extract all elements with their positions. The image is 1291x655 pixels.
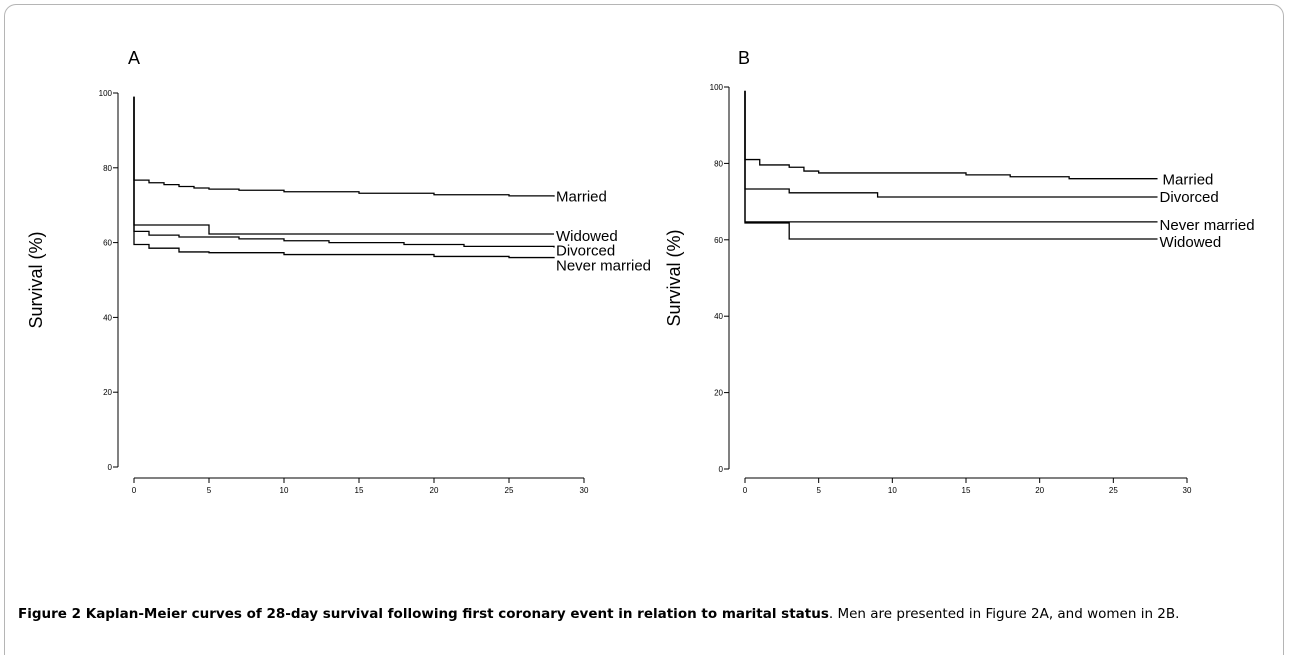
y-tick-label: 40 [103,313,112,322]
x-tick-label: 0 [743,486,748,495]
panel-label: B [738,48,750,68]
survival-curve [133,96,555,248]
x-tick-label: 25 [505,486,514,495]
x-tick-label: 5 [207,486,212,495]
y-tick-label: 80 [103,164,112,173]
y-tick-label: 100 [99,89,113,98]
x-tick-label: 5 [816,486,821,495]
curve-label: Divorced [1160,189,1219,206]
x-tick-label: 25 [1109,486,1118,495]
panel-label: A [128,48,140,68]
curve-label: Divorced [556,242,615,259]
survival-curve [744,90,1158,198]
y-axis-title: Survival (%) [26,231,46,328]
survival-curve [133,96,555,259]
x-tick-label: 20 [1035,486,1044,495]
figure: A020406080100051015202530Follow-up (days… [26,48,1255,495]
curve-label: Never married [556,257,651,274]
caption-title: Figure 2 Kaplan-Meier curves of 28-day s… [18,606,829,622]
y-tick-label: 60 [714,236,723,245]
y-tick-label: 20 [103,388,112,397]
curve-label: Married [1163,172,1214,189]
survival-curve [744,90,1158,240]
survival-curve [744,90,1158,180]
survival-curve [133,96,555,197]
y-tick-label: 60 [103,239,112,248]
curve-label: Married [556,189,607,206]
y-tick-label: 40 [714,312,723,321]
y-axis-title: Survival (%) [664,229,684,326]
y-tick-label: 100 [710,83,724,92]
y-tick-label: 80 [714,159,723,168]
x-tick-label: 30 [1183,486,1192,495]
x-tick-label: 30 [580,486,589,495]
x-tick-label: 10 [280,486,289,495]
y-tick-label: 0 [108,463,113,472]
curve-label: Never married [1160,217,1255,234]
x-tick-label: 15 [355,486,364,495]
figure-frame [4,4,1284,655]
caption: Figure 2 Kaplan-Meier curves of 28-day s… [18,603,1268,625]
y-tick-label: 20 [714,389,723,398]
survival-curve [744,90,1158,223]
y-tick-label: 0 [719,465,724,474]
x-tick-label: 20 [430,486,439,495]
x-tick-label: 10 [888,486,897,495]
survival-curve [133,96,554,235]
x-tick-label: 15 [962,486,971,495]
curve-label: Widowed [556,228,618,245]
x-tick-label: 0 [132,486,137,495]
caption-text: . Men are presented in Figure 2A, and wo… [828,606,1180,622]
curve-label: Widowed [1160,234,1222,251]
